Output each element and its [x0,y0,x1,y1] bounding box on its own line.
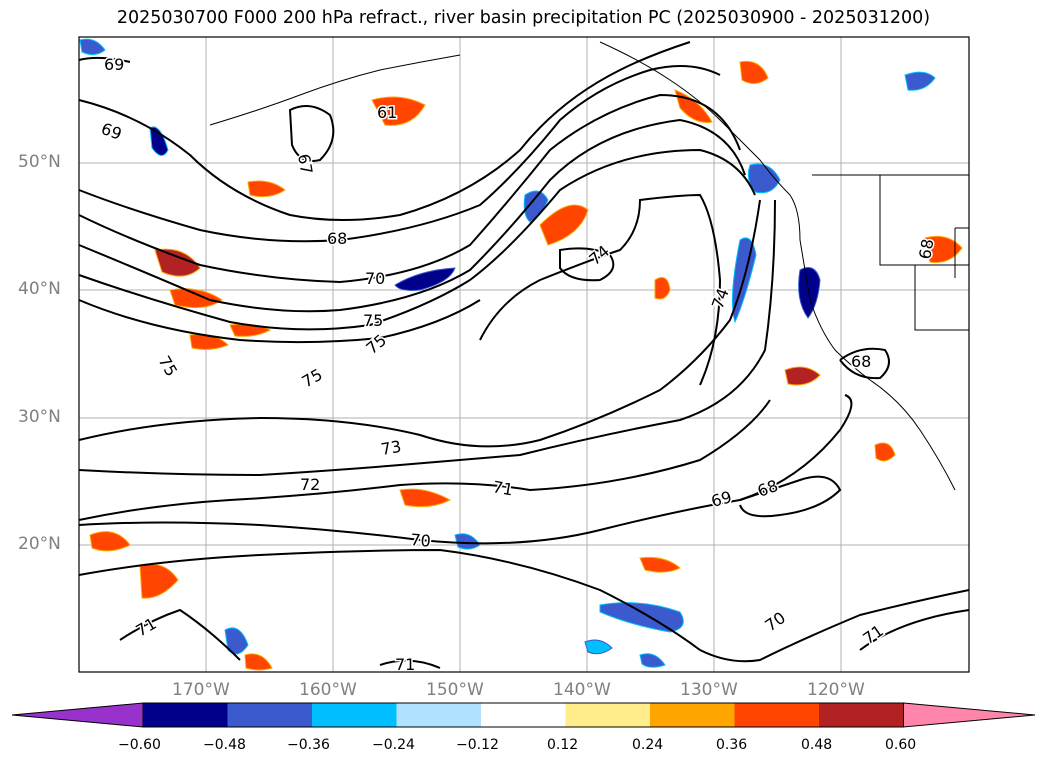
contour-label: 71 [491,477,514,499]
contour-label: 72 [300,475,320,494]
colorbar-tick-6: 0.12 [547,737,579,753]
patch-red-15 [244,653,273,671]
patch-red-14 [639,557,681,573]
patch-red-12 [371,96,426,126]
colorbar-tick-9: 0.48 [801,737,833,753]
contour-label: 68 [851,352,871,371]
contour-69b [78,394,853,545]
coastlines [209,41,969,491]
colorbar-extend-low [11,702,144,728]
lat-label-50n: 50°N [18,152,61,172]
lon-label-120w: 120°W [807,680,865,700]
map-frame [78,36,970,673]
patch-red-3 [247,180,286,198]
positive-precip-patches [89,60,963,671]
contour-67 [288,105,335,162]
patch-blue-1 [79,38,106,56]
contour-label: 61 [377,103,397,122]
colorbar-tick-3: −0.36 [287,737,330,753]
colorbar-segment [650,703,735,727]
lat-label-20n: 20°N [18,534,61,554]
contour-71c [119,608,970,669]
patch-blue-3 [394,267,456,291]
colorbar-tick-8: 0.36 [716,737,748,753]
colorbar-segment [227,703,312,727]
patch-blue-10 [904,71,936,91]
contour-75a [78,148,756,331]
state-line-2 [914,265,969,331]
contour-73 [78,199,761,448]
contour-71b [78,399,771,521]
patch-red-2 [169,288,223,309]
contour-label: 70 [365,269,385,288]
colorbar-tick-5: −0.12 [456,737,499,753]
colorbar-tick-2: −0.48 [203,737,246,753]
contour-label: 68 [327,229,347,248]
colorbar-segment [396,703,481,727]
colorbar-tick-10: 0.60 [885,737,917,753]
patch-red-11 [739,60,769,84]
patch-blue-11 [584,639,613,655]
patch-red-5 [654,277,671,300]
contour-label: 67 [294,152,316,175]
contour-label: 69 [104,55,124,74]
patch-blue-7 [798,267,821,319]
patch-blue-12 [639,653,666,668]
contour-72 [78,199,776,477]
colorbar-segment [565,703,650,727]
patch-red-7 [924,235,963,263]
contour-68 [78,65,721,243]
refractivity-contours [78,41,970,669]
lon-label-170w: 170°W [172,680,230,700]
us-west-coast [799,239,956,491]
colorbar-segment [481,703,566,727]
contour-69a [78,41,691,221]
colorbar-tick-4: −0.24 [372,737,415,753]
contour-label: 73 [379,437,402,459]
contour-75b [78,299,481,344]
lat-label-30n: 30°N [18,407,61,427]
colorbar-segment [734,703,819,727]
patch-blue-9 [454,533,481,550]
bc-coast [599,41,801,241]
contour-label: 68 [915,237,937,260]
contour-69c [78,56,131,63]
contour-74 [479,193,722,386]
contour-71a [78,118,746,313]
lon-label-160w: 160°W [299,680,357,700]
patch-blue-2 [149,126,169,156]
contour-68c [839,347,890,380]
contour-68b [739,475,842,518]
colorbar [11,702,1036,728]
state-line-3 [954,227,969,278]
patch-red-10 [399,488,452,508]
map-title: 2025030700 F000 200 hPa refract., river … [116,8,931,28]
contour-70 [78,93,741,284]
patch-blue-5 [747,163,781,194]
contour-70b [78,548,970,663]
colorbar-segment [312,703,397,727]
patch-red-8 [89,531,131,552]
lon-label-140w: 140°W [553,680,611,700]
patch-red-13 [874,442,896,462]
contour-label: 70 [410,530,432,551]
patch-red-4 [539,204,589,246]
lon-label-150w: 150°W [426,680,484,700]
lat-label-40n: 40°N [18,279,61,299]
colorbar-segment [819,703,904,727]
contour-label: 75 [363,311,383,330]
colorbar-segment [143,703,228,727]
colorbar-tick-7: 0.24 [632,737,664,753]
colorbar-extend-high [903,702,1036,728]
patch-red-6 [784,366,821,386]
patch-red-1 [154,248,201,277]
contour-71d [559,247,615,282]
colorbar-tick-1: −0.60 [118,737,161,753]
alaska-coast [209,54,461,126]
state-line-1 [879,175,969,266]
colorbar-outline [142,702,904,728]
contour-label: 71 [395,655,415,674]
lon-label-130w: 130°W [680,680,738,700]
